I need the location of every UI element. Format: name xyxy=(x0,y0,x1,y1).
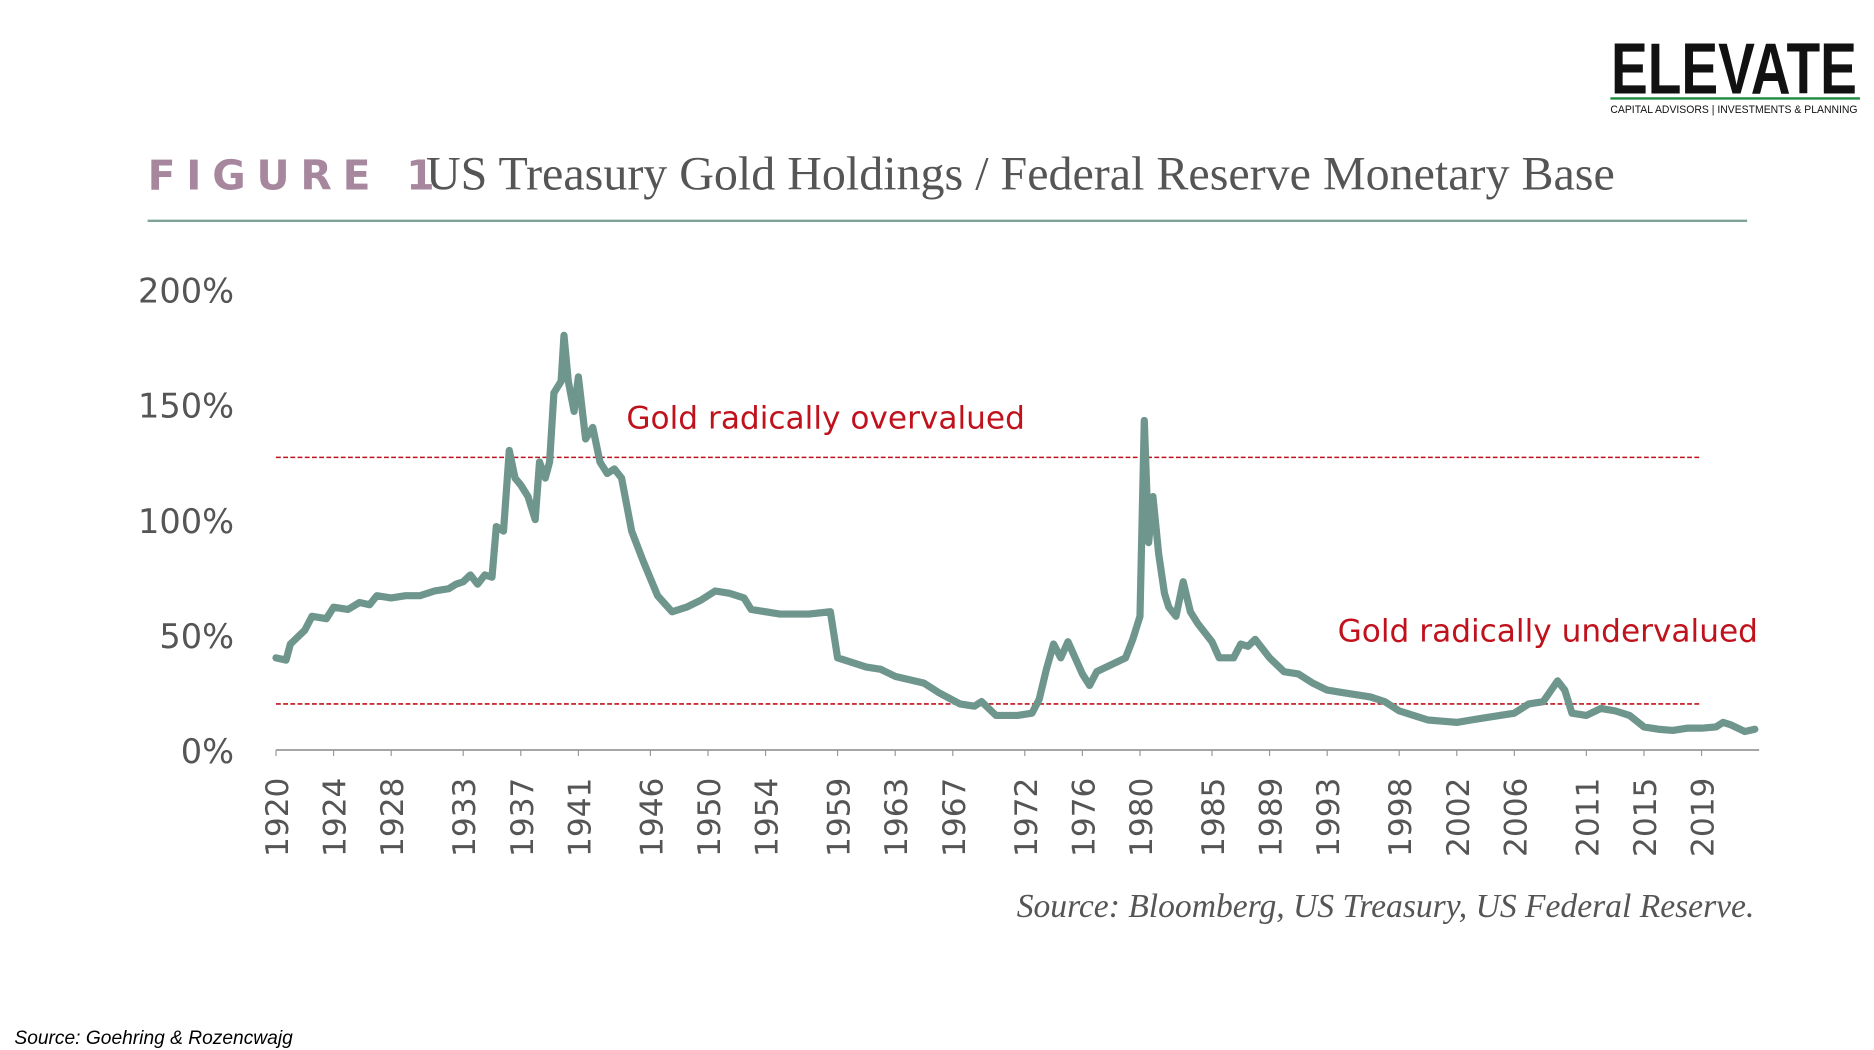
x-tick-label: 1976 xyxy=(1066,778,1102,857)
x-tick-label: 1980 xyxy=(1124,778,1160,857)
data-line xyxy=(272,331,1759,736)
x-tick-label: 1967 xyxy=(937,778,973,857)
x-tick-label: 1920 xyxy=(260,778,296,857)
logo-tagline: CAPITAL ADVISORS | INVESTMENTS & PLANNIN… xyxy=(1610,104,1857,116)
x-tick-label: 1959 xyxy=(822,778,858,857)
x-tick-label: 1946 xyxy=(634,778,670,857)
x-tick-label: 2019 xyxy=(1686,778,1722,857)
y-tick-label: 0% xyxy=(181,732,234,771)
logo-name: ELEVATE xyxy=(1611,30,1857,110)
x-tick-label: 1924 xyxy=(318,778,354,857)
x-tick-label: 2002 xyxy=(1441,778,1477,857)
footer-source: Source: Goehring & Rozencwajg xyxy=(14,1028,293,1049)
x-tick-label: 1954 xyxy=(750,778,786,857)
x-tick-label: 1933 xyxy=(447,778,483,857)
chart-source: Source: Bloomberg, US Treasury, US Feder… xyxy=(1017,888,1755,925)
y-tick-label: 50% xyxy=(159,617,234,656)
x-tick-label: 1937 xyxy=(505,778,541,857)
y-tick-label: 150% xyxy=(138,387,234,426)
x-tick-label: 2015 xyxy=(1628,778,1664,857)
plot: 0% 50% 100% 150% 200% 1920 1924 1928 1933 1937 194… xyxy=(138,271,1760,857)
x-tick-label: 1998 xyxy=(1383,778,1419,857)
y-tick-label: 100% xyxy=(138,502,234,541)
x-tick-label: 2011 xyxy=(1570,778,1606,857)
x-tick-label: 1993 xyxy=(1311,778,1347,857)
x-tick-label: 1989 xyxy=(1254,778,1290,857)
x-tick-label: 1950 xyxy=(692,778,728,857)
x-tick-label: 1941 xyxy=(562,778,598,857)
x-tick-label: 1972 xyxy=(1009,778,1045,857)
y-tick-label: 200% xyxy=(138,271,234,310)
annotation: Gold radically undervalued xyxy=(1338,614,1758,650)
chart-title: US Treasury Gold Holdings / Federal Rese… xyxy=(426,148,1615,201)
figure-label: FIGURE 1 xyxy=(148,152,446,200)
x-tick-label: 2006 xyxy=(1498,778,1534,857)
x-tick-label: 1985 xyxy=(1196,778,1232,857)
x-tick-label: 1963 xyxy=(879,778,915,857)
annotation: Gold radically overvalued xyxy=(626,401,1025,437)
x-tick-label: 1928 xyxy=(375,778,411,857)
